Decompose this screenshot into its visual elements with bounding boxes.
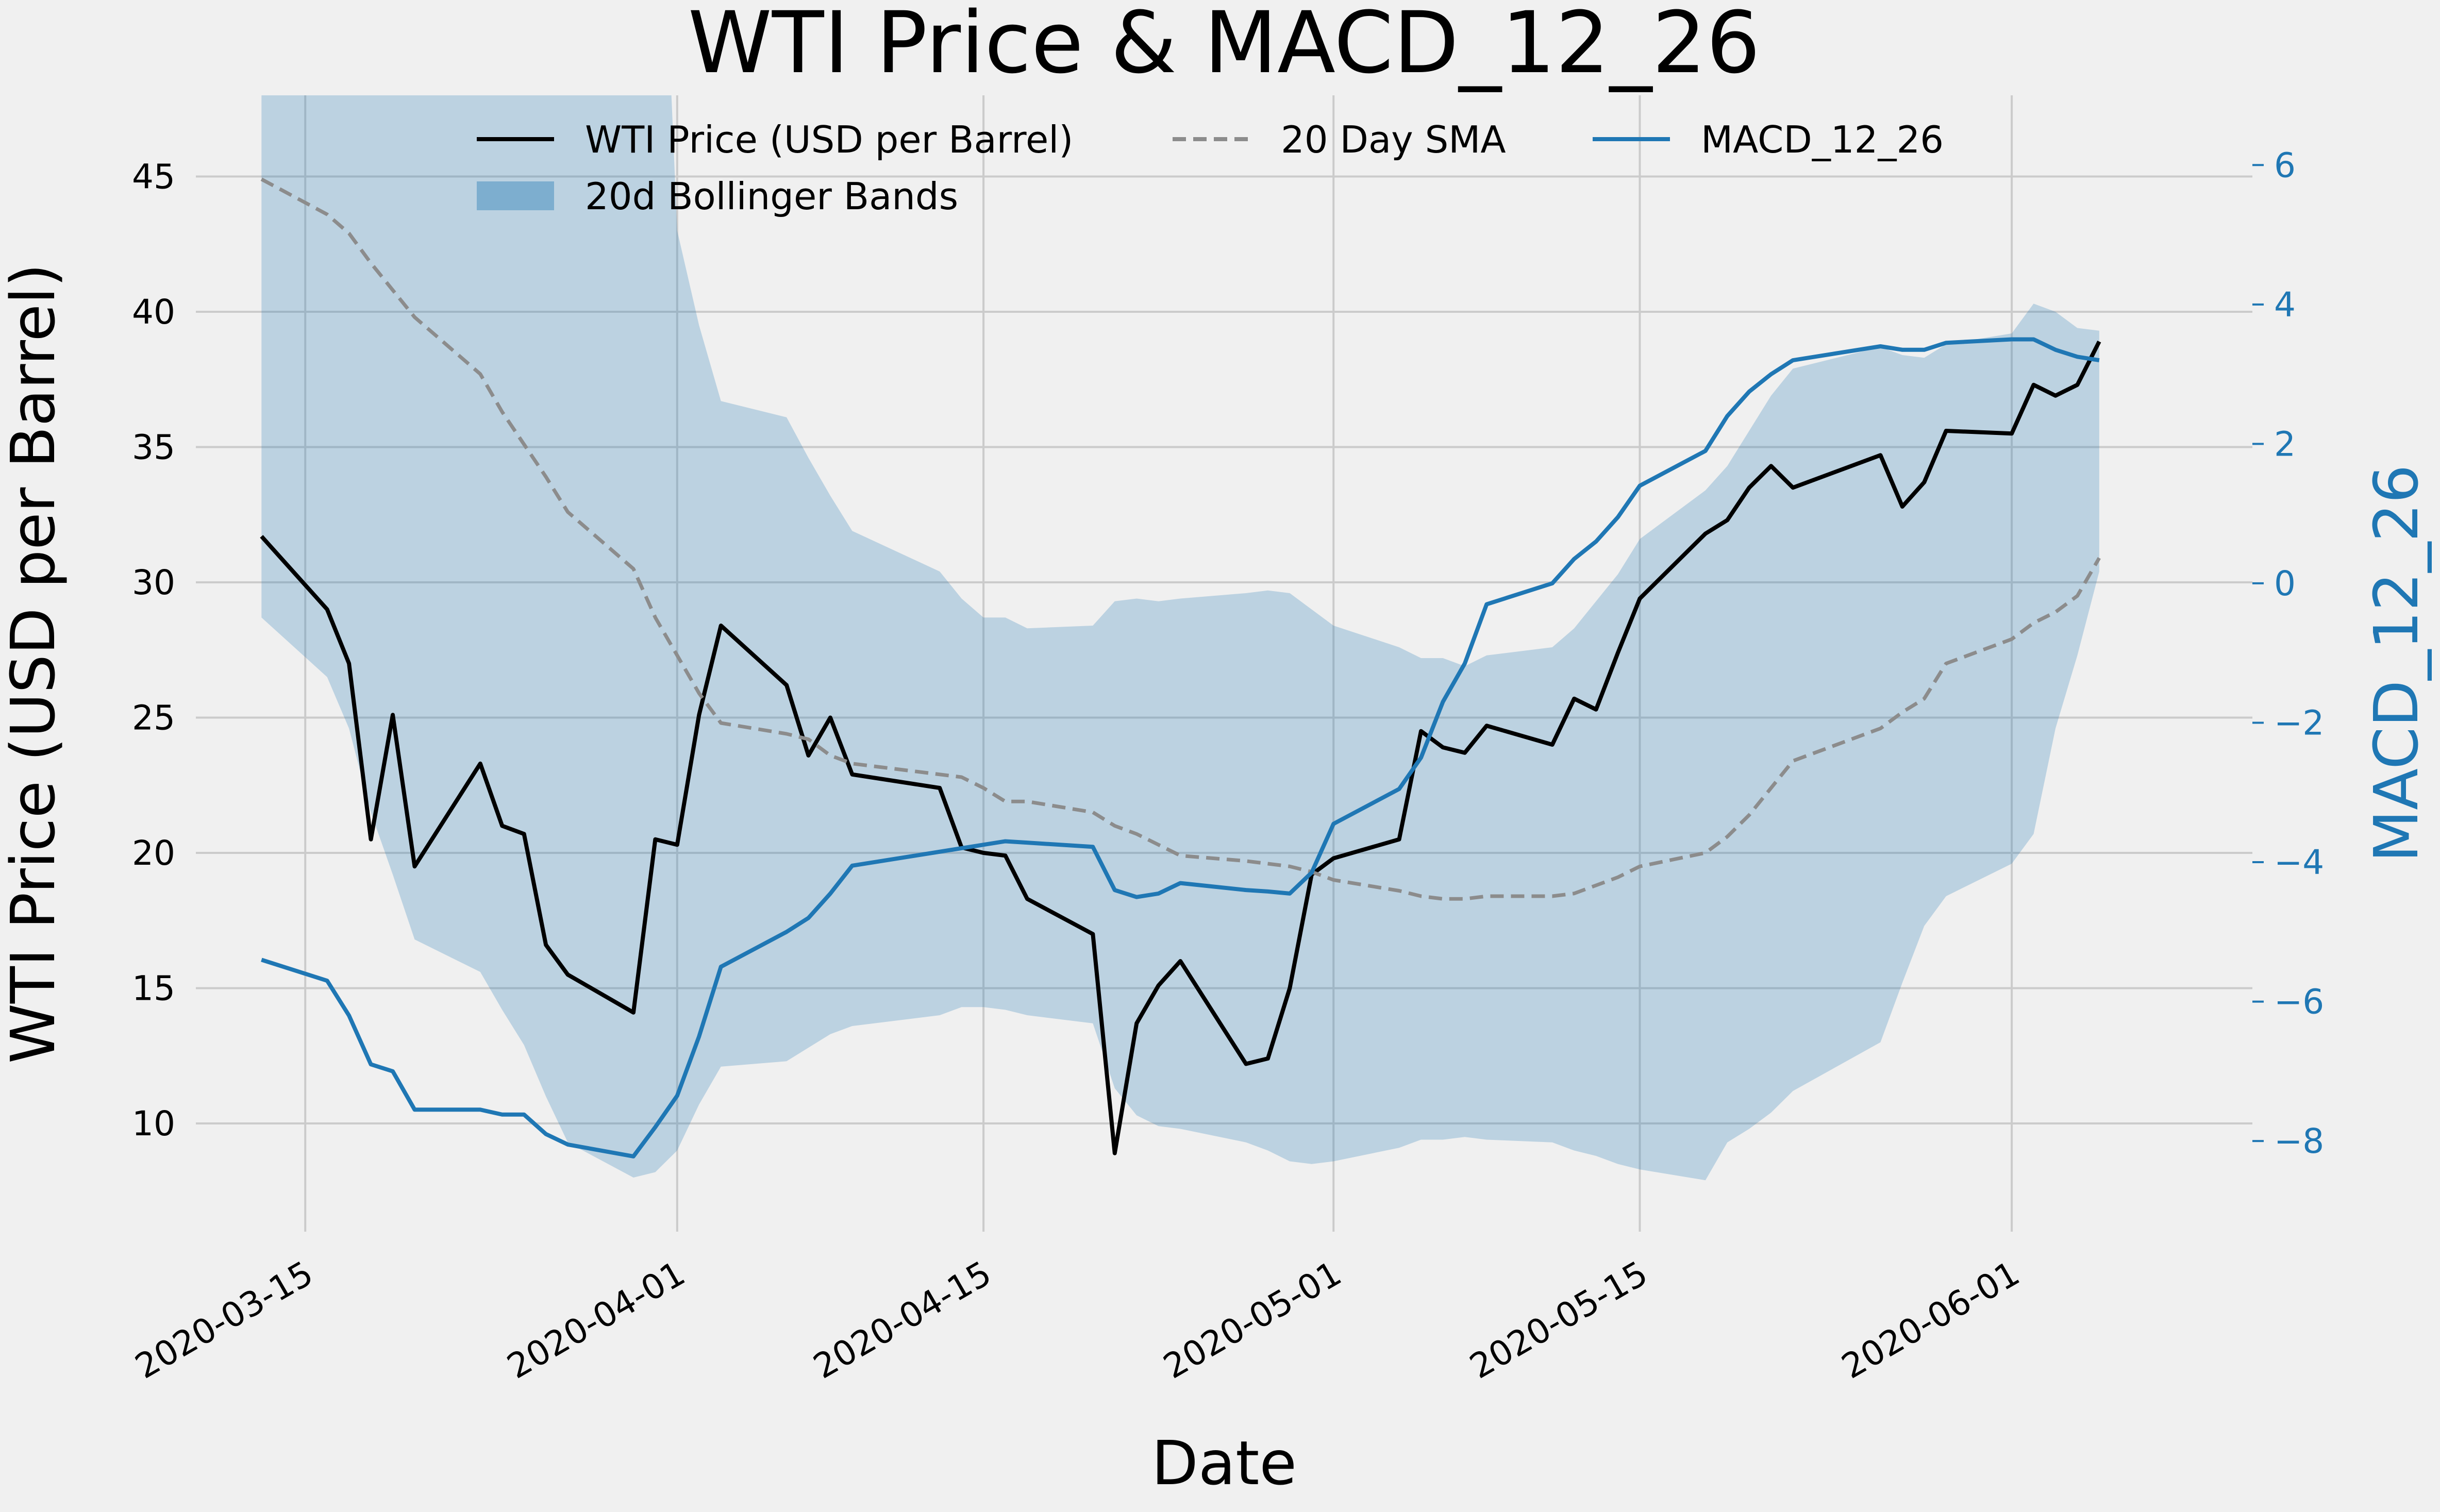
y-axis-title: WTI Price (USD per Barrel) [0,263,69,1064]
y2-tick-label: −4 [2274,843,2324,882]
legend-item-sma: 20 Day SMA [1173,118,1506,161]
chart-title: WTI Price & MACD_12_26 [688,0,1761,92]
legend-label: 20 Day SMA [1281,118,1506,161]
legend-item-macd: MACD_12_26 [1593,118,1944,161]
y-tick-label: 45 [132,157,175,197]
y2-axis-title: MACD_12_26 [2361,464,2432,862]
bollinger-band-layer [261,95,2099,1181]
y-tick-label: 40 [132,292,175,332]
y-tick-label: 30 [132,563,175,602]
legend-swatch [477,181,554,210]
bollinger-band [261,95,2099,1181]
series-layer [260,177,2101,1158]
y2-tick-label: 2 [2274,424,2296,464]
y2-tick-label: 6 [2274,145,2296,185]
y2-tick-label: −6 [2274,982,2324,1022]
y-tick-label: 25 [132,698,175,738]
legend-item-price: WTI Price (USD per Barrel) [477,118,1073,161]
y-tick-label: 15 [132,969,175,1009]
legend-item-band: 20d Bollinger Bands [477,175,958,218]
y-tick-label: 20 [132,833,175,873]
y-axis-right: −8 −6 −4 −2 0 2 4 6 [2252,145,2324,1161]
y2-tick-label: 4 [2274,285,2296,325]
legend-label: 20d Bollinger Bands [585,175,958,218]
y-tick-label: 10 [132,1104,175,1144]
y-axis-left: 10 15 20 25 30 35 40 45 [132,157,175,1144]
legend-label: MACD_12_26 [1701,118,1944,161]
y2-tick-label: −2 [2274,703,2324,743]
price-line [260,340,2101,1155]
x-axis-title: Date [1151,1427,1297,1499]
legend-label: WTI Price (USD per Barrel) [585,118,1073,161]
macd-line [261,337,2100,1158]
y2-tick-label: −8 [2274,1121,2324,1161]
legend: WTI Price (USD per Barrel) 20 Day SMA MACD… [477,118,1944,218]
grid [196,95,2252,1232]
y2-tick-label: 0 [2274,564,2296,603]
y-tick-label: 35 [132,428,175,467]
